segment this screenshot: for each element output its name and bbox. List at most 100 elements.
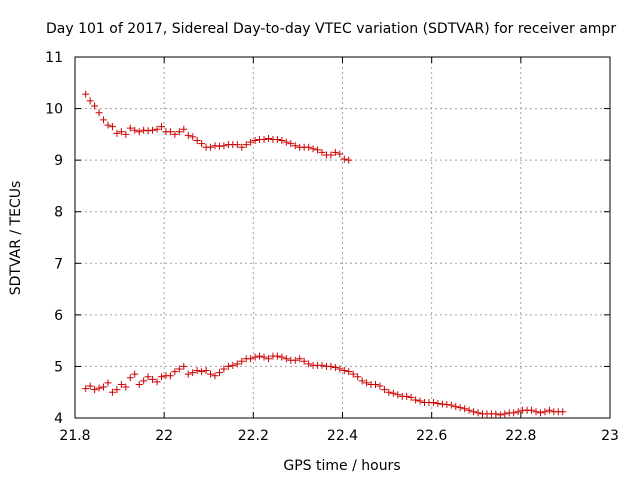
axis-ticks: 21.8 22 22.2 22.4 22.6 22.8 23 4 5 6 7 8 9 10 11 [45,50,619,444]
data-point-lower [100,383,108,391]
data-point-lower [91,386,99,394]
data-point-upper [345,156,353,164]
data-point-lower [278,353,286,361]
y-tick-label: 11 [45,50,63,66]
data-point-lower [514,408,522,416]
chart-title: Day 101 of 2017, Sidereal Day-to-day VTE… [46,21,616,37]
data-point-lower [358,377,366,385]
data-point-lower [443,401,451,409]
data-point-lower [412,396,420,404]
data-point-lower [496,411,504,419]
data-point-upper [291,142,299,150]
y-tick-label: 5 [54,359,63,375]
data-point-lower [296,355,304,363]
data-point-lower [215,369,223,377]
data-point-lower [300,357,308,365]
data-point-lower [149,375,157,383]
data-point-lower [291,356,299,364]
y-tick-label: 8 [54,205,63,221]
data-point-lower [113,386,121,394]
x-tick-label: 23 [601,428,619,444]
data-point-lower [545,406,553,414]
data-point-lower [447,401,455,409]
data-point-lower [233,360,241,368]
data-point-lower [117,380,125,388]
data-point-lower [273,352,281,360]
x-tick-label: 21.8 [59,428,90,444]
data-point-upper [242,141,250,149]
data-point-upper [95,109,103,117]
data-point-upper [198,140,206,148]
data-points [82,90,567,419]
data-point-upper [193,137,201,145]
data-point-lower [135,380,143,388]
data-point-lower [251,353,259,361]
data-point-lower [264,355,272,363]
data-point-lower [180,362,188,370]
data-point-upper [189,133,197,141]
x-tick-label: 22.8 [505,428,536,444]
x-tick-label: 22 [155,428,173,444]
data-point-lower [336,365,344,373]
data-point-upper [91,102,99,110]
y-tick-label: 10 [45,102,63,118]
data-point-upper [100,116,108,124]
data-point-upper [157,123,165,131]
data-point-upper [318,148,326,156]
data-point-lower [474,409,482,417]
data-point-lower [403,392,411,400]
data-point-upper [314,146,322,154]
data-point-lower [331,363,339,371]
data-point-upper [149,126,157,134]
data-point-lower [238,357,246,365]
data-point-upper [282,138,290,146]
data-point-upper [215,142,223,150]
data-point-upper [153,125,161,133]
data-point-lower [559,408,567,416]
y-tick-label: 9 [54,153,63,169]
data-point-lower [371,380,379,388]
data-point-lower [207,370,215,378]
data-point-lower [104,379,112,387]
data-point-lower [193,367,201,375]
data-point-lower [438,400,446,408]
data-point-upper [144,127,152,135]
data-point-lower [229,361,237,369]
data-point-upper [180,125,188,133]
data-point-lower [122,383,130,391]
data-point-lower [345,368,353,376]
data-point-upper [131,126,139,134]
data-point-lower [492,410,500,418]
y-tick-label: 4 [54,411,63,427]
y-tick-label: 7 [54,256,63,272]
data-point-upper [184,131,192,139]
data-point-upper [233,141,241,149]
grid [75,57,610,418]
data-point-lower [171,368,179,376]
data-point-upper [175,128,183,136]
data-point-lower [470,408,478,416]
y-axis-label: SDTVAR / TECUs [8,181,24,296]
data-point-upper [113,129,121,137]
data-point-lower [126,374,134,382]
data-point-upper [287,140,295,148]
data-point-lower [95,384,103,392]
data-point-upper [305,143,313,151]
data-point-lower [140,377,148,385]
data-point-lower [318,361,326,369]
data-point-lower [429,399,437,407]
x-tick-label: 22.6 [416,428,447,444]
data-point-upper [260,136,268,144]
data-point-lower [349,370,357,378]
data-point-upper [273,136,281,144]
data-point-lower [376,382,384,390]
y-tick-label: 6 [54,308,63,324]
data-point-lower [166,372,174,380]
data-point-upper [238,143,246,151]
data-point-lower [452,403,460,411]
data-point-lower [282,355,290,363]
data-point-upper [108,123,116,131]
data-point-lower [389,389,397,397]
data-point-upper [264,134,272,142]
data-point-upper [309,145,317,153]
